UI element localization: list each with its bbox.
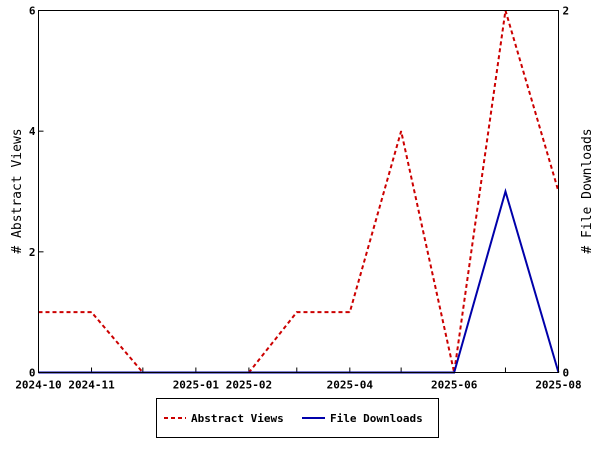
series-line-file-downloads	[38, 187, 560, 374]
plot-frame	[38, 10, 559, 373]
y-axis-label: # Abstract Views	[10, 128, 25, 253]
legend: Abstract Views File Downloads	[156, 398, 439, 438]
series-line-abstract-views	[38, 10, 560, 374]
legend-label-file-downloads: File Downloads	[330, 412, 423, 425]
x-tick-label: 2025-08	[535, 379, 581, 392]
y-tick-label: 6	[29, 5, 36, 18]
data-point	[91, 311, 93, 313]
y2-axis-label: # File Downloads	[580, 128, 595, 253]
x-tick-label: 2024-10	[15, 379, 61, 392]
x-tick-label: 2024-11	[68, 379, 115, 392]
y-tick-label: 0	[29, 367, 36, 380]
x-tick-label: 2025-01	[173, 379, 220, 392]
y-tick-label: 2	[29, 246, 36, 259]
y2-tick-label: 2	[563, 5, 570, 18]
legend-label-abstract-views: Abstract Views	[191, 412, 284, 425]
y-tick-label: 4	[29, 125, 36, 138]
legend-box	[156, 398, 439, 438]
data-point	[296, 311, 298, 313]
data-point	[349, 311, 351, 313]
y2-tick-label: 0	[563, 367, 570, 380]
x-tick-label: 2025-02	[226, 379, 272, 392]
data-point	[400, 130, 402, 132]
data-point	[504, 191, 506, 192]
x-tick-label: 2025-04	[327, 379, 374, 392]
x-tick-label: 2025-06	[431, 379, 478, 392]
